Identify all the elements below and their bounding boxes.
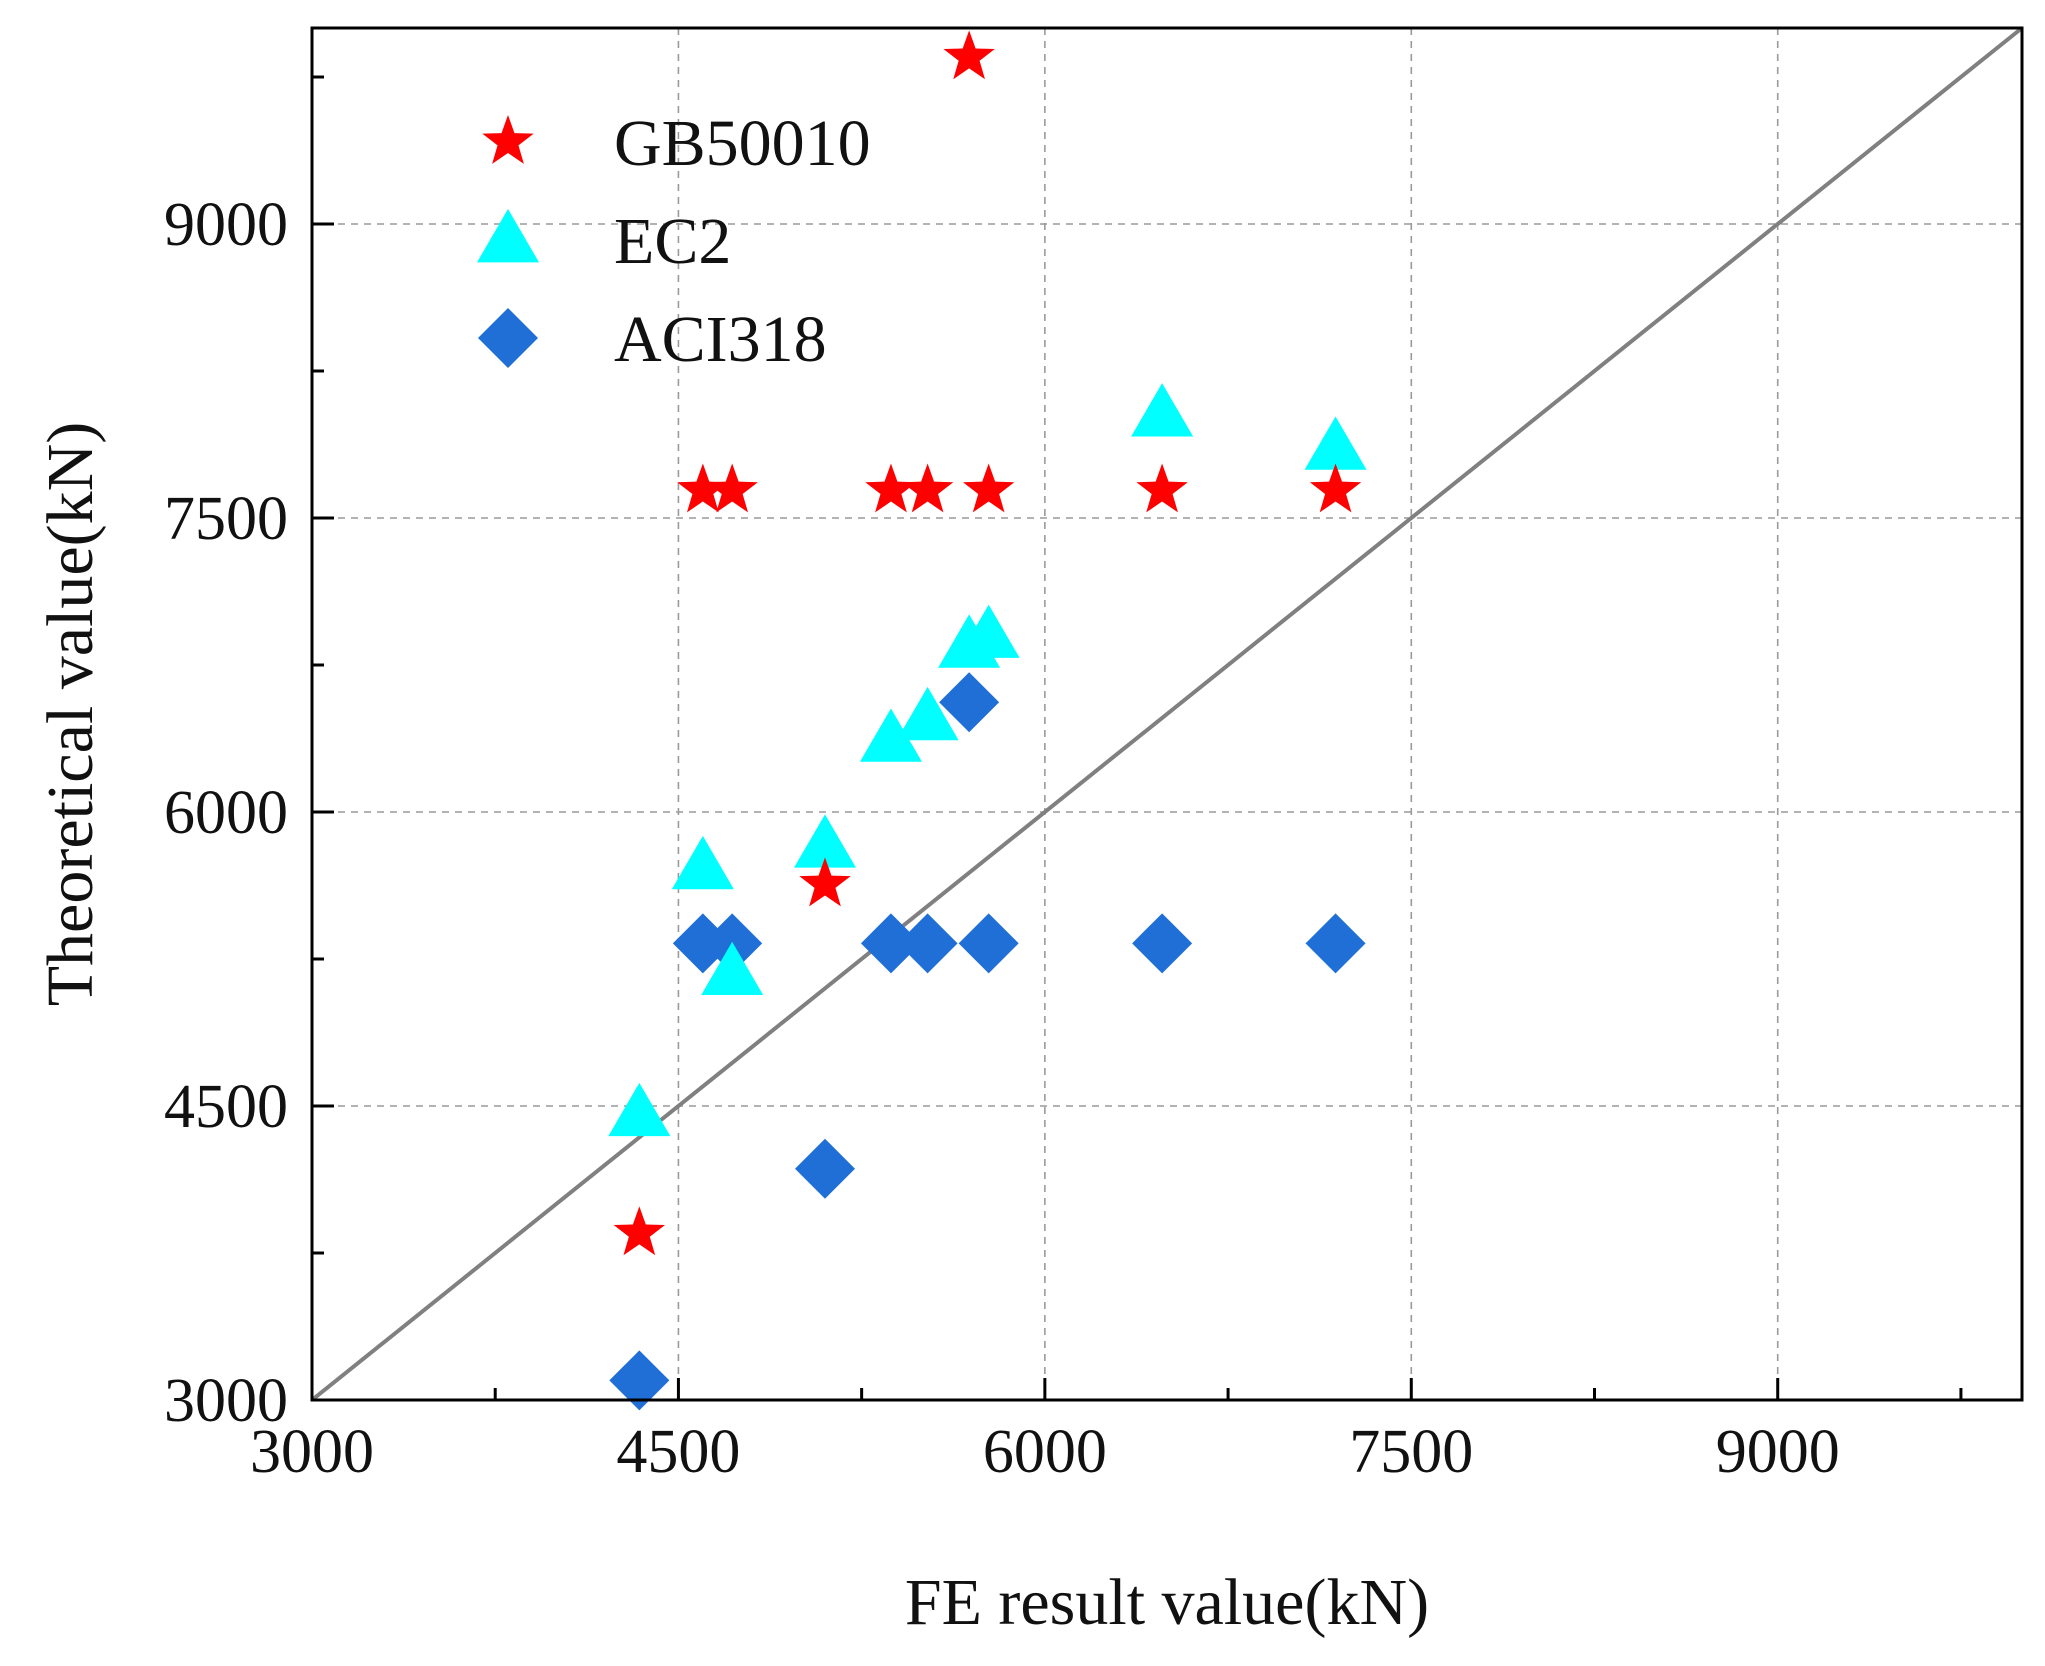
x-tick-label: 9000 [1716, 1418, 1840, 1486]
ec2-point [1131, 383, 1194, 437]
ec2-point [701, 941, 764, 996]
aci318-point [860, 913, 921, 974]
x-tick-label: 6000 [983, 1418, 1107, 1486]
gb50010-point [799, 857, 851, 907]
x-tick-label: 4500 [616, 1418, 740, 1486]
gb50010-point [943, 30, 995, 80]
legend-item-ec2: EC2 [477, 205, 731, 278]
tick-labels: 3000 4500 6000 7500 9000 3000 4500 6000 7500 9000 [164, 191, 1840, 1486]
ec2-point [896, 686, 959, 741]
legend-marker-diamond [478, 308, 538, 368]
y-tick-label: 4500 [164, 1073, 288, 1141]
legend-marker-triangle [477, 209, 539, 263]
legend-label: EC2 [614, 205, 731, 278]
legend-label: GB50010 [614, 107, 871, 180]
series-ec2 [608, 383, 1367, 1137]
y-tick-label: 9000 [164, 191, 288, 259]
aci318-point [609, 1350, 670, 1411]
gb50010-point [1309, 463, 1362, 513]
y-tick-label: 3000 [164, 1367, 288, 1435]
axis-ticks [310, 75, 1963, 1402]
ec2-point [794, 814, 856, 868]
gb50010-point [901, 463, 954, 513]
legend-item-aci318: ACI318 [478, 303, 827, 376]
aci318-point [795, 1138, 855, 1199]
gb50010-point [706, 463, 758, 513]
legend-marker-star [482, 115, 534, 164]
gb50010-point [613, 1206, 666, 1256]
ec2-point [671, 835, 734, 890]
aci318-point [897, 913, 958, 974]
x-tick-label: 7500 [1349, 1418, 1473, 1486]
aci318-point [1132, 913, 1193, 974]
gb50010-point [677, 463, 729, 513]
series-aci318 [609, 672, 1366, 1411]
gb50010-point [1136, 463, 1188, 513]
ec2-point [608, 1082, 671, 1137]
gb50010-point [962, 463, 1015, 513]
series-gb50010 [613, 30, 1362, 1256]
aci318-point [958, 913, 1019, 974]
legend-label: ACI318 [614, 303, 827, 376]
reference-line-layer [310, 26, 2024, 1402]
y-axis-title: Theoretical value(kN) [34, 422, 107, 1007]
y-tick-label: 6000 [164, 779, 288, 847]
ec2-point [859, 708, 922, 762]
y-tick-label: 7500 [164, 485, 288, 553]
gb50010-point [865, 463, 917, 513]
ec2-point [938, 614, 1001, 668]
plot-frame [310, 26, 2024, 1402]
legend: GB50010 EC2 ACI318 [477, 107, 871, 376]
x-axis-title: FE result value(kN) [905, 1566, 1429, 1639]
ec2-point [1304, 416, 1367, 470]
aci318-point [939, 672, 1000, 733]
data-points [608, 30, 1367, 1411]
legend-item-gb50010: GB50010 [482, 107, 871, 180]
aci318-point [1305, 913, 1366, 974]
reference-line [310, 26, 2024, 1402]
x-tick-label: 3000 [250, 1418, 374, 1486]
